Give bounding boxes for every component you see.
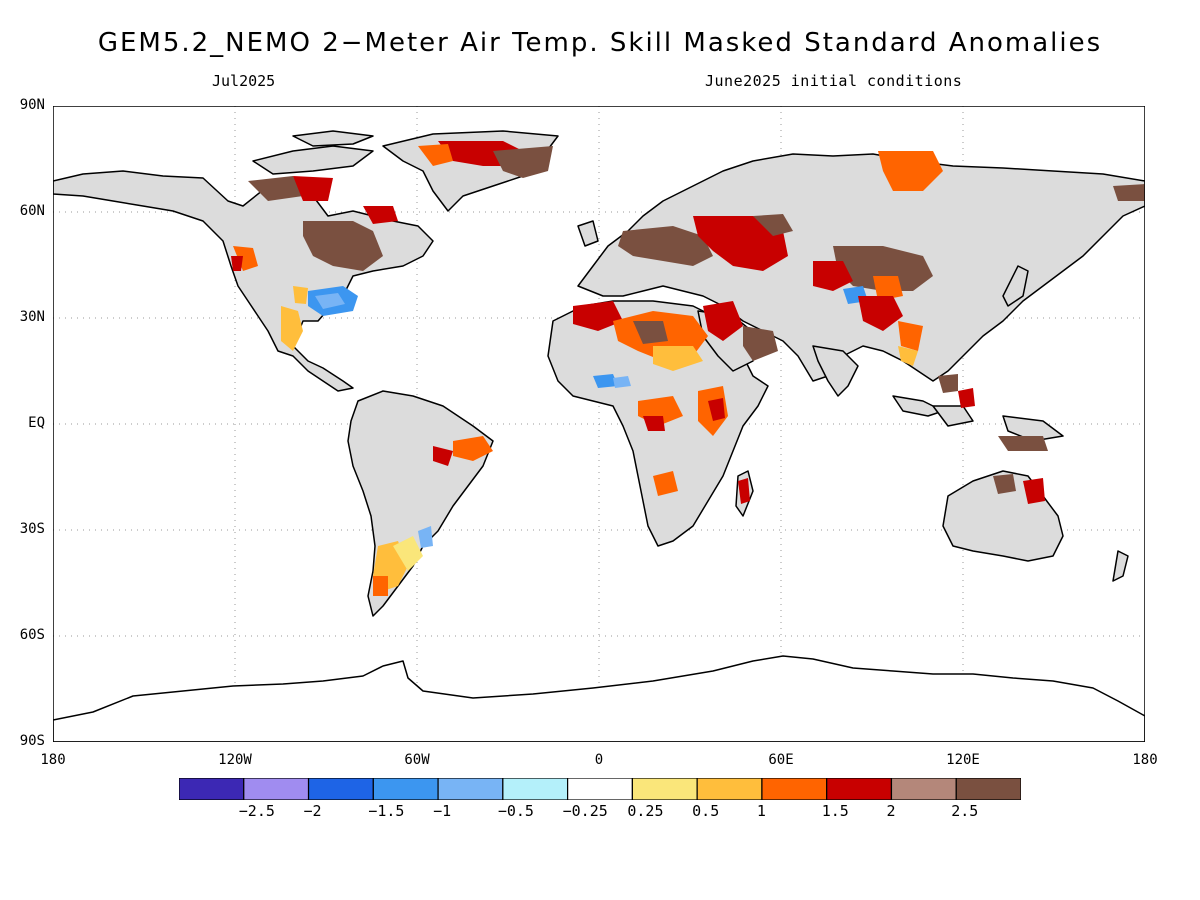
colorbar-swatch xyxy=(243,778,310,800)
colorbar-swatch xyxy=(372,778,439,800)
colorbar xyxy=(179,778,1021,800)
colorbar-swatch xyxy=(567,778,633,800)
colorbar-label: 0.5 xyxy=(692,802,720,820)
colorbar-label: 0.25 xyxy=(627,802,664,820)
colorbar-swatch xyxy=(826,778,893,800)
colorbar-label: 2 xyxy=(886,802,896,820)
lat-label-90n: 90N xyxy=(19,97,45,113)
lon-label-120w: 120W xyxy=(218,752,252,768)
lat-label-30n: 30N xyxy=(19,309,45,325)
map-title: GEM5.2_NEMO 2−Meter Air Temp. Skill Mask… xyxy=(97,28,1103,58)
colorbar-label: −1 xyxy=(433,802,452,820)
colorbar-swatch xyxy=(696,778,763,800)
colorbar-label: 2.5 xyxy=(951,802,979,820)
lat-label-90s: 90S xyxy=(19,733,45,749)
colorbar-label: 1 xyxy=(756,802,766,820)
colorbar-swatch xyxy=(761,778,828,800)
colorbar-swatch xyxy=(955,778,1021,800)
colorbar-label: −0.5 xyxy=(497,802,534,820)
initial-conditions: June2025 initial conditions xyxy=(705,72,963,90)
lat-label-60s: 60S xyxy=(19,627,45,643)
lon-label-180w: 180 xyxy=(40,752,66,768)
colorbar-label: −0.25 xyxy=(562,802,608,820)
antarctica xyxy=(53,655,1145,742)
colorbar-swatch xyxy=(307,778,374,800)
forecast-period: Jul2025 xyxy=(212,72,276,90)
anomaly-patches xyxy=(231,141,1145,596)
colorbar-label: −2 xyxy=(303,802,322,820)
colorbar-swatch xyxy=(631,778,698,800)
lon-label-60e: 60E xyxy=(768,752,794,768)
colorbar-swatch xyxy=(502,778,569,800)
lon-label-180e: 180 xyxy=(1132,752,1158,768)
colorbar-swatch xyxy=(890,778,957,800)
lon-label-60w: 60W xyxy=(404,752,430,768)
lon-label-120e: 120E xyxy=(946,752,980,768)
colorbar-label: −2.5 xyxy=(238,802,275,820)
lon-label-0: 0 xyxy=(594,752,604,768)
colorbar-swatch xyxy=(179,778,245,800)
world-map xyxy=(53,106,1145,742)
colorbar-swatch xyxy=(437,778,504,800)
colorbar-label: −1.5 xyxy=(368,802,405,820)
lat-label-60n: 60N xyxy=(19,203,45,219)
lat-label-eq: EQ xyxy=(28,415,45,431)
colorbar-label: 1.5 xyxy=(821,802,849,820)
lat-label-30s: 30S xyxy=(19,521,45,537)
